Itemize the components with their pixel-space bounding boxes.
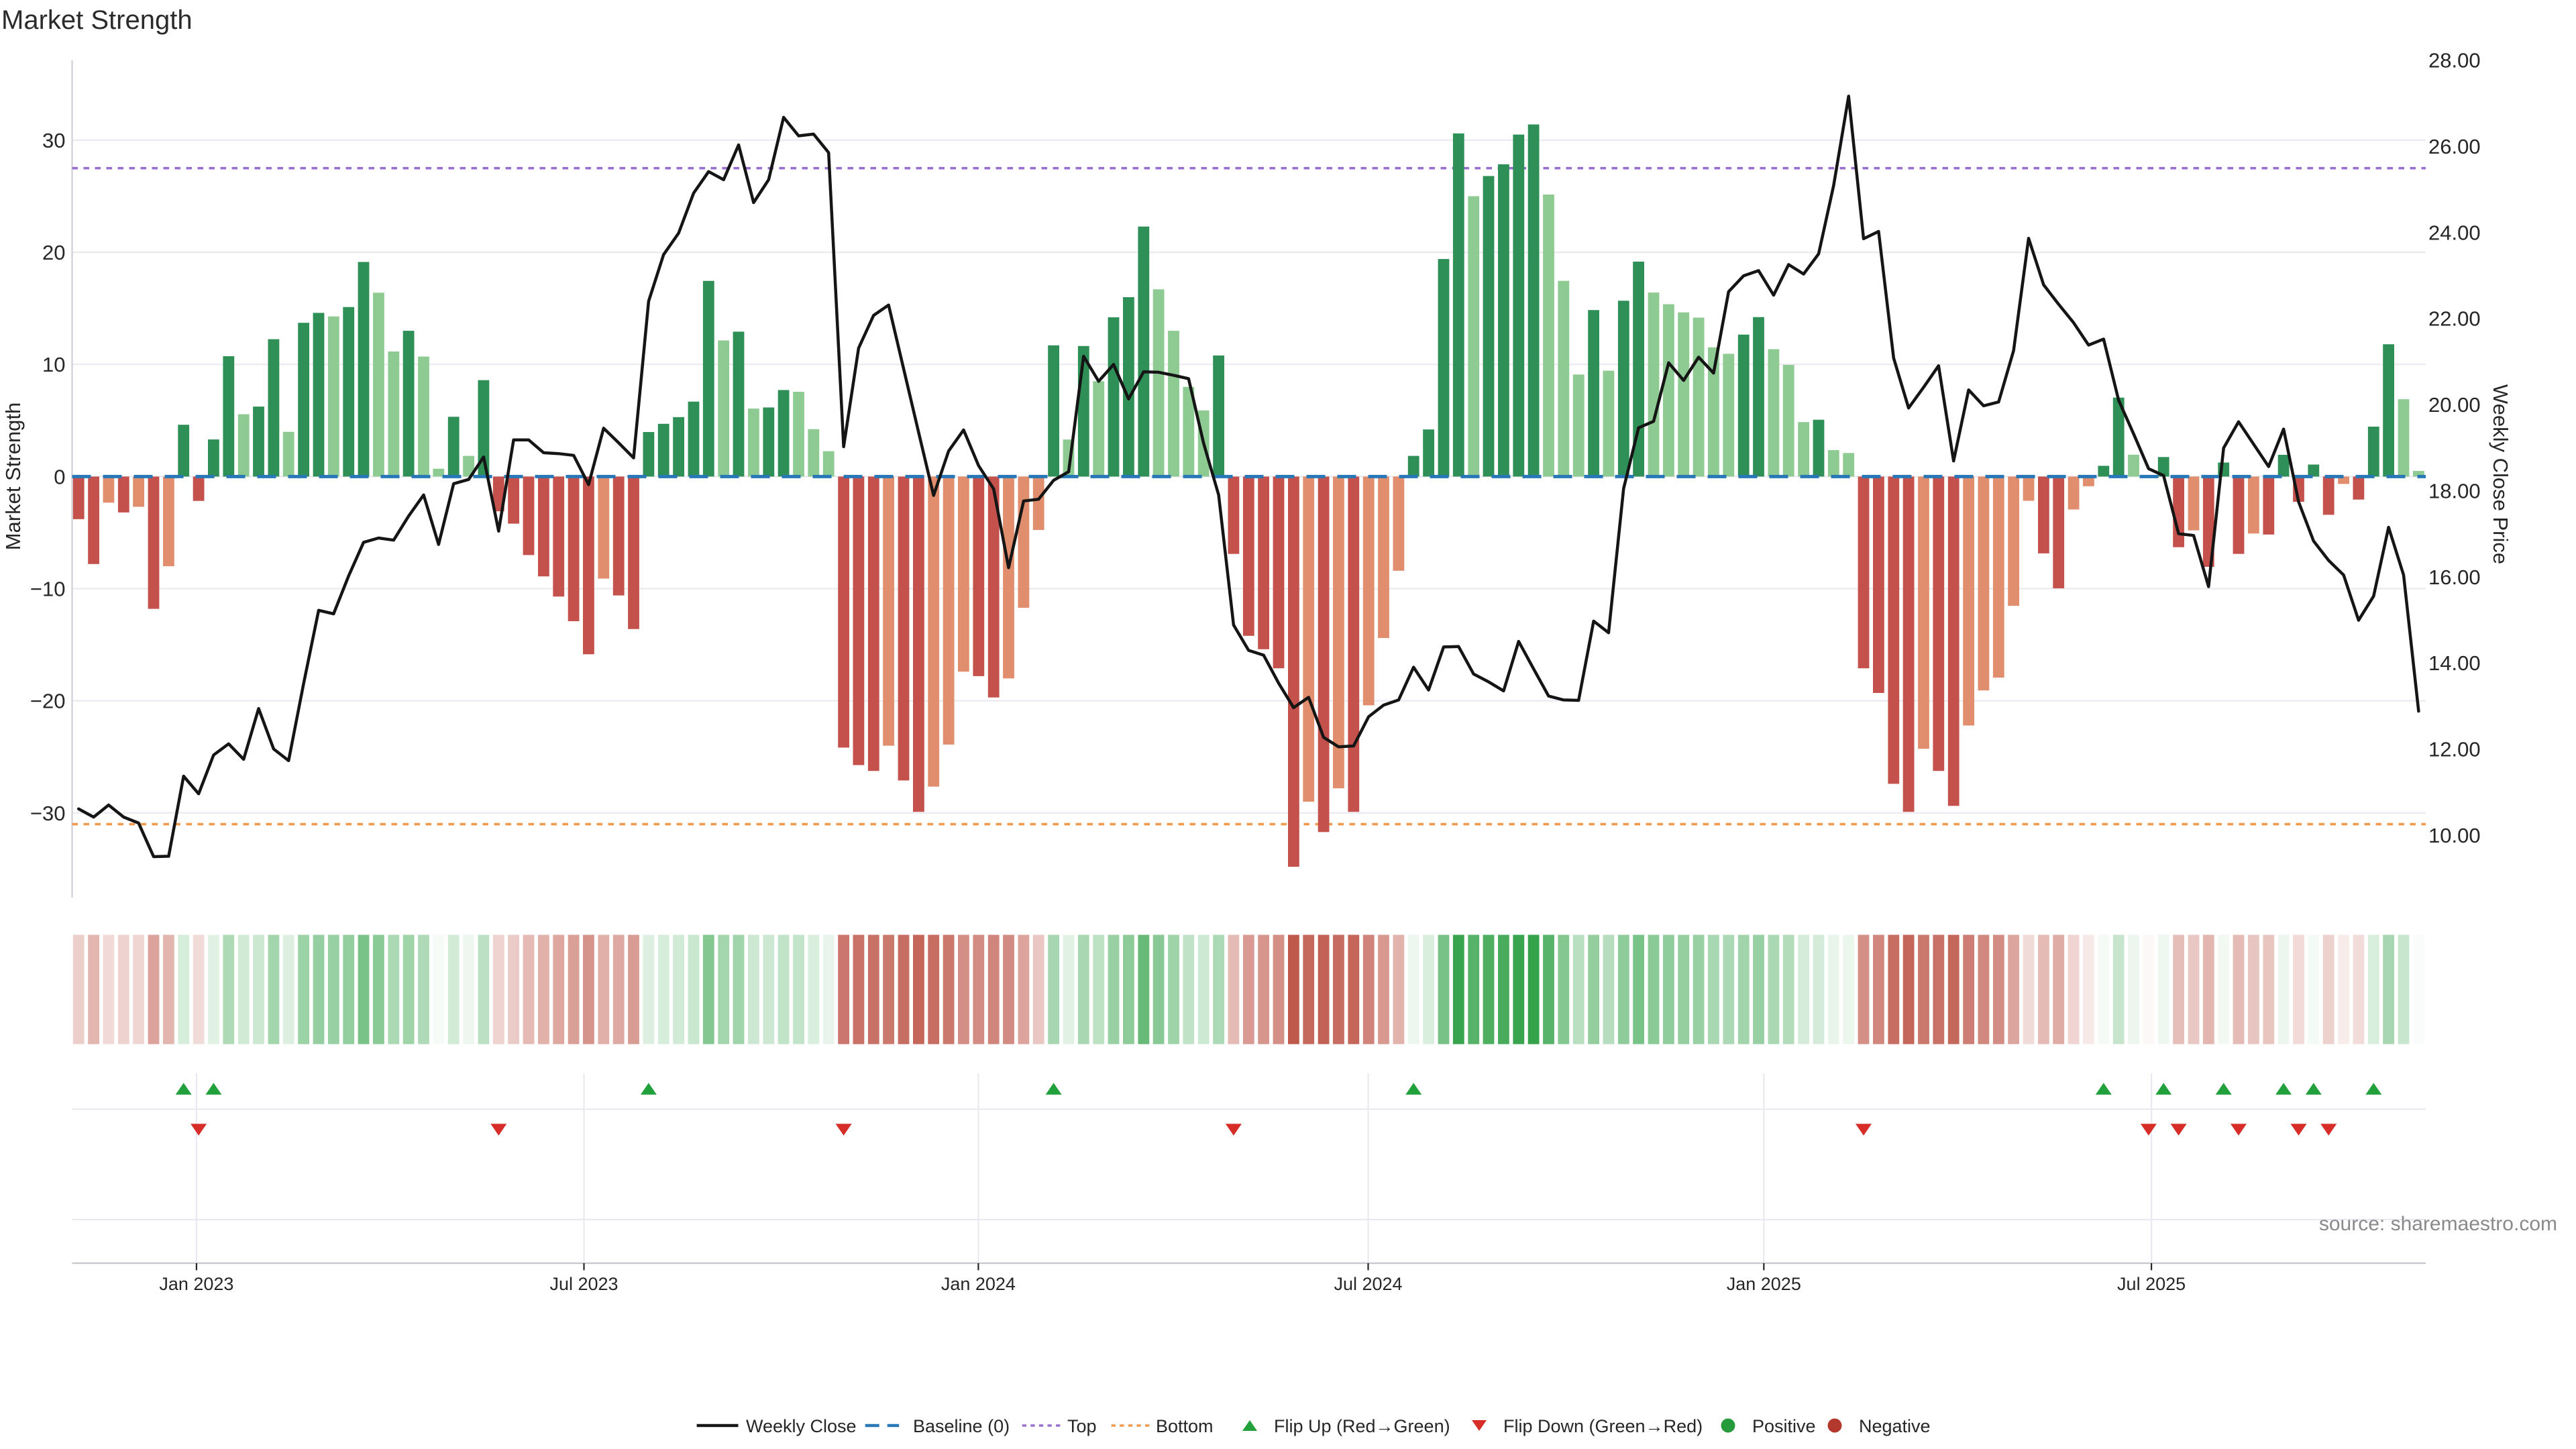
svg-text:Baseline (0): Baseline (0): [913, 1416, 1010, 1436]
svg-text:Jul 2025: Jul 2025: [2117, 1274, 2186, 1294]
svg-text:14.00: 14.00: [2428, 651, 2481, 675]
svg-text:Jan 2024: Jan 2024: [941, 1274, 1016, 1294]
svg-text:−30: −30: [30, 802, 66, 825]
svg-text:30: 30: [42, 129, 65, 152]
svg-text:source: sharemaestro.com: source: sharemaestro.com: [2319, 1213, 2557, 1235]
svg-text:Negative: Negative: [1859, 1416, 1931, 1436]
svg-text:Bottom: Bottom: [1156, 1416, 1214, 1436]
svg-text:24.00: 24.00: [2428, 221, 2481, 244]
svg-text:−10: −10: [30, 578, 66, 601]
svg-text:26.00: 26.00: [2428, 135, 2481, 158]
svg-text:0: 0: [54, 465, 65, 488]
svg-text:10.00: 10.00: [2428, 824, 2481, 847]
svg-text:16.00: 16.00: [2428, 566, 2481, 589]
svg-text:Market Strength: Market Strength: [1, 402, 25, 551]
svg-text:20.00: 20.00: [2428, 393, 2481, 417]
svg-text:18.00: 18.00: [2428, 479, 2481, 502]
svg-text:Flip Up (Red→Green): Flip Up (Red→Green): [1274, 1416, 1450, 1436]
svg-text:28.00: 28.00: [2428, 49, 2481, 72]
svg-text:22.00: 22.00: [2428, 307, 2481, 331]
svg-text:20: 20: [42, 241, 65, 264]
svg-text:Weekly Close: Weekly Close: [746, 1416, 857, 1436]
svg-text:Flip Down (Green→Red): Flip Down (Green→Red): [1503, 1416, 1703, 1436]
svg-text:10: 10: [42, 353, 65, 376]
svg-text:Jan 2023: Jan 2023: [159, 1274, 233, 1294]
svg-text:Jul 2024: Jul 2024: [1334, 1274, 1402, 1294]
svg-text:Positive: Positive: [1752, 1416, 1816, 1436]
svg-text:Weekly Close Price: Weekly Close Price: [2489, 384, 2512, 564]
svg-text:−20: −20: [30, 690, 66, 713]
svg-text:Jan 2025: Jan 2025: [1727, 1274, 1801, 1294]
svg-text:Top: Top: [1067, 1416, 1097, 1436]
svg-text:12.00: 12.00: [2428, 738, 2481, 761]
svg-text:Market Strength: Market Strength: [1, 5, 193, 35]
svg-text:Jul 2023: Jul 2023: [549, 1274, 618, 1294]
